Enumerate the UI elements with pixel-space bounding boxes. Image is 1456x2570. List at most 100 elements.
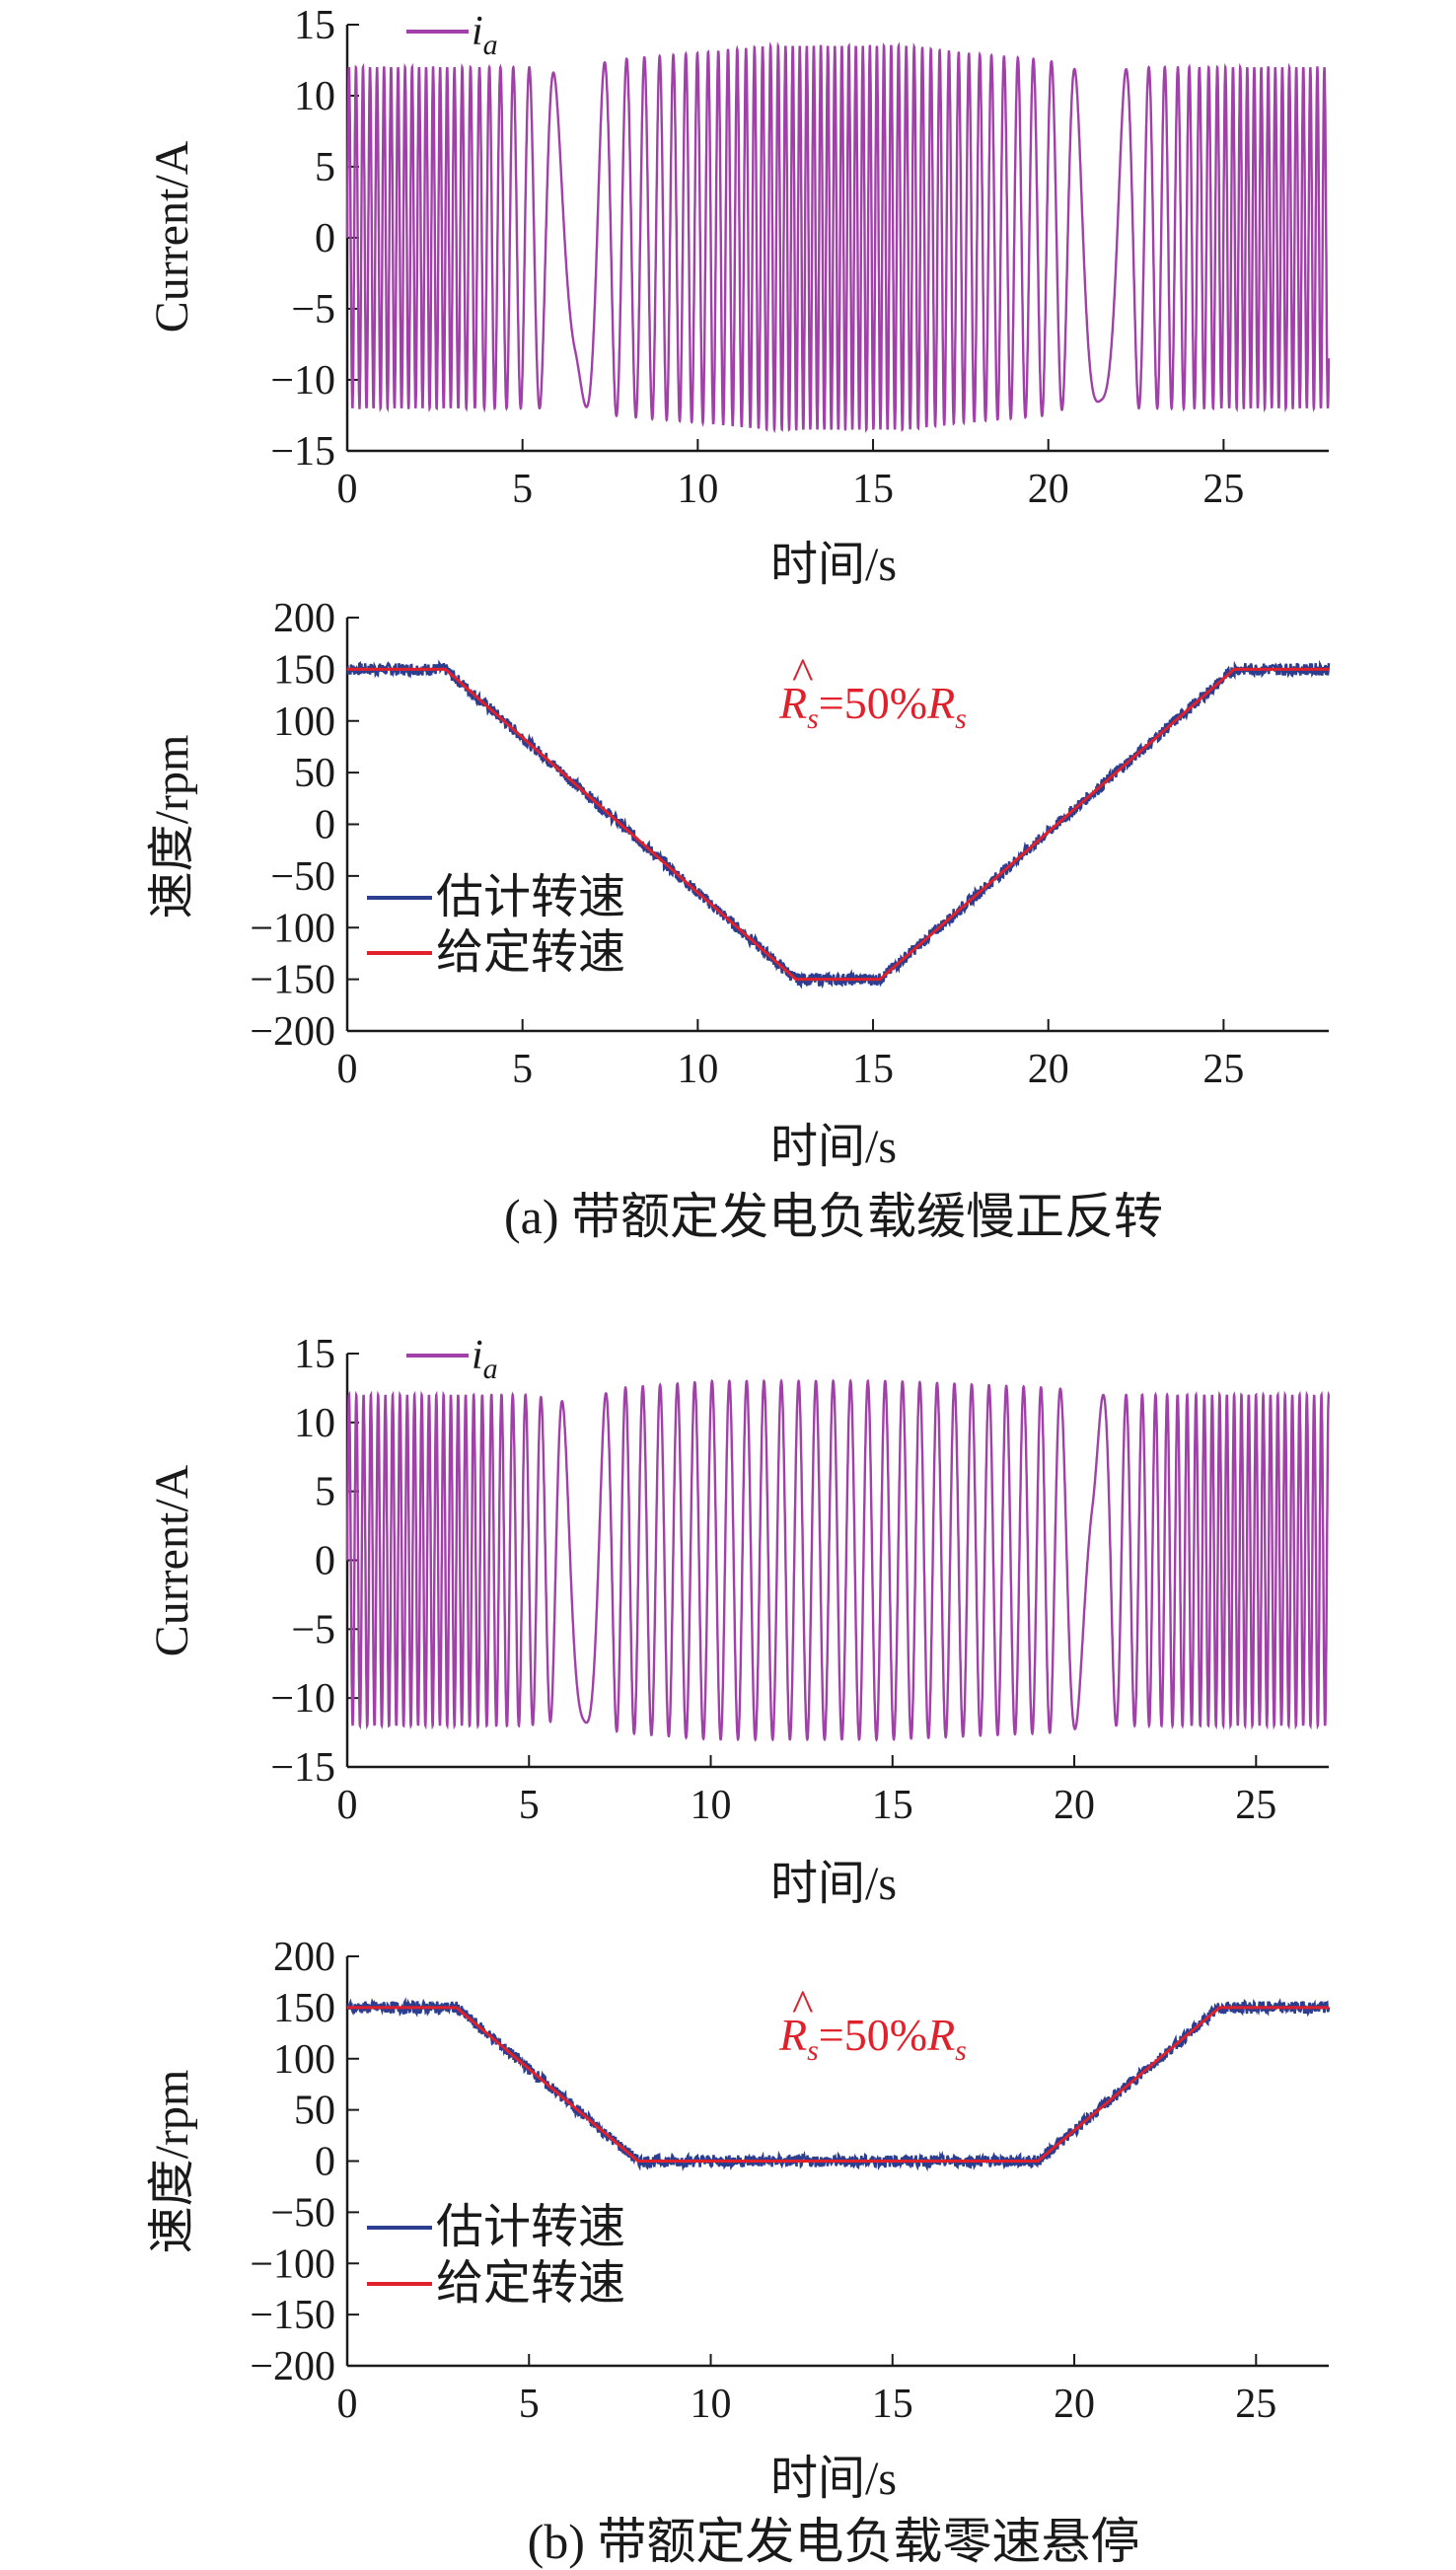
legend-sub-current-b: a [483,1353,498,1385]
x-tick-label: 5 [512,1047,533,1092]
x-tick-label: 0 [337,1783,358,1828]
x-tick-label: 0 [337,1047,358,1092]
legend-sub-current-a: a [483,29,498,61]
y-tick-label: 5 [315,145,335,190]
legend-b-speed: 估计转速 给定转速 [367,2201,625,2310]
y-tick-label: −100 [250,2241,335,2287]
y-tick-label: −200 [250,1009,335,1055]
y-tick-label: −5 [291,287,335,332]
y-tick-label: −150 [250,958,335,1003]
legend-a-current: ia [406,9,498,61]
x-tick-label: 10 [691,2382,732,2427]
legend-a-speed: 估计转速 给定转速 [367,871,625,979]
x-tick-label: 15 [852,467,894,512]
series-line-ia [345,41,1331,434]
y-tick-label: 5 [315,1470,335,1515]
legend-label-ref-a: 给定转速 [436,926,625,979]
ylabel-a-speed: 速度/rpm [146,735,198,919]
y-tick-label: −200 [250,2344,335,2389]
ylabel-a-current: Current/A [146,140,198,332]
xlabel-a-current: 时间/s [770,539,897,591]
x-tick-label: 15 [872,2382,913,2427]
x-tick-label: 10 [677,1047,718,1092]
legend-label-current-a: i [472,9,483,54]
annotation-sub-a: s [807,702,819,735]
svg-text:Rs=50%Rs: Rs=50%Rs [778,678,967,735]
x-tick-label: 20 [1054,1783,1095,1828]
annotation-r-hat-a: R [778,678,807,728]
x-tick-label: 20 [1054,2382,1095,2427]
y-tick-label: 200 [273,1935,335,1980]
legend-b-current: ia [406,1333,498,1385]
annotation-sub-b: s [807,2034,819,2067]
annotation-a: Rs=50%Rs ^ [778,648,967,735]
y-tick-label: −10 [270,358,335,404]
y-tick-label: 100 [273,699,335,745]
x-tick-label: 20 [1028,467,1069,512]
y-tick-label: 15 [294,3,335,48]
y-tick-label: 100 [273,2037,335,2083]
annotation-hat-a: ^ [792,648,814,698]
legend-label-est-a: 估计转速 [436,871,625,923]
series-line-ia [345,1378,1331,1742]
x-tick-label: 5 [512,467,533,512]
y-tick-label: 200 [273,596,335,641]
y-tick-label: −15 [270,429,335,475]
x-tick-label: 25 [1202,1047,1244,1092]
y-tick-label: 50 [294,751,335,796]
annotation-hat-b: ^ [792,1980,814,2030]
annotation-sub2-a: s [955,702,967,735]
x-tick-label: 15 [872,1783,913,1828]
y-tick-label: −150 [250,2293,335,2338]
x-tick-label: 20 [1028,1047,1069,1092]
series-line-reference [347,667,1329,982]
y-tick-label: 50 [294,2089,335,2134]
x-tick-label: 15 [852,1047,894,1092]
x-tick-label: 0 [337,2382,358,2427]
x-tick-label: 25 [1235,2382,1276,2427]
y-tick-label: −50 [270,2190,335,2236]
series-line-estimated [345,659,1331,990]
legend-label-current-b: i [472,1333,483,1378]
annotation-r-b: R [926,2010,955,2060]
y-tick-label: 0 [315,803,335,848]
x-tick-label: 5 [519,1783,540,1828]
annotation-sub2-b: s [955,2034,967,2067]
xlabel-b-speed: 时间/s [770,2453,897,2505]
xlabel-a-speed: 时间/s [770,1121,897,1173]
x-tick-label: 0 [337,467,358,512]
x-tick-label: 5 [519,2382,540,2427]
y-tick-label: 0 [315,1539,335,1584]
y-tick-label: −5 [291,1607,335,1652]
annotation-r-hat-b: R [778,2010,807,2060]
xlabel-b-current: 时间/s [770,1858,897,1910]
y-tick-label: −15 [270,1745,335,1791]
legend-label-est-b: 估计转速 [436,2201,625,2253]
y-tick-label: 10 [294,74,335,119]
annotation-b: Rs=50%Rs ^ [778,1980,967,2067]
y-tick-label: −10 [270,1676,335,1722]
x-tick-label: 25 [1202,467,1244,512]
caption-a: (a) 带额定发电负载缓慢正反转 [504,1189,1163,1244]
x-tick-label: 25 [1235,1783,1276,1828]
x-tick-label: 10 [677,467,718,512]
annotation-r-a: R [926,678,955,728]
y-tick-label: −50 [270,854,335,900]
y-tick-label: 150 [273,1986,335,2031]
y-tick-label: 10 [294,1401,335,1446]
svg-text:ia: ia [472,1333,498,1385]
ylabel-b-current: Current/A [146,1464,198,1656]
y-tick-label: 150 [273,647,335,693]
annotation-eq-b: =50% [819,2010,927,2060]
legend-label-ref-b: 给定转速 [436,2257,625,2310]
annotation-eq-a: =50% [819,678,927,728]
y-tick-label: 15 [294,1332,335,1377]
y-tick-label: 0 [315,2140,335,2185]
series-line-reference [347,2006,1329,2163]
svg-text:ia: ia [472,9,498,61]
